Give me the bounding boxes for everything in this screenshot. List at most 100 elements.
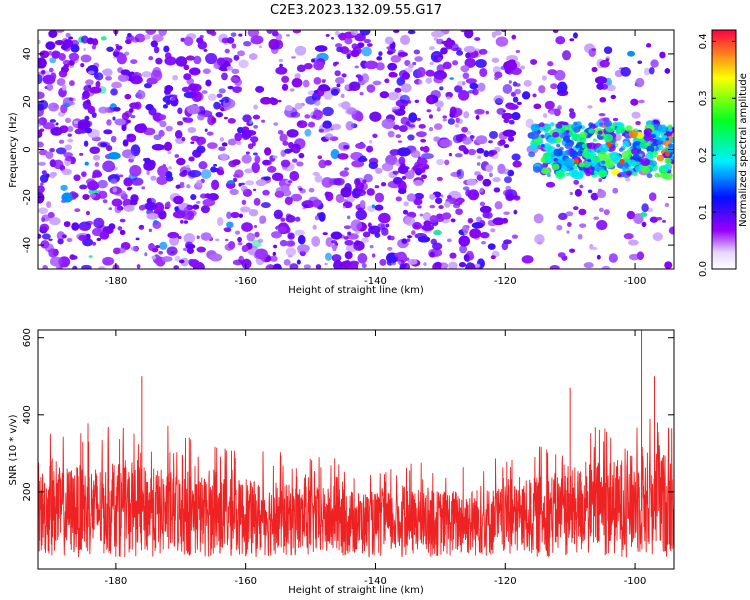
spectrogram-blob [361, 263, 367, 269]
spectrogram-blob [325, 252, 332, 261]
spectrogram-blob [298, 187, 303, 191]
spectrogram-blob [461, 126, 468, 133]
spectrogram-blob [216, 169, 225, 176]
spectrogram-blob [257, 238, 264, 243]
spectrogram-blob [77, 119, 91, 131]
spectrogram-blob [145, 30, 157, 35]
spectrogram-blob [579, 223, 587, 228]
spectrogram-blob [231, 43, 237, 49]
spectrogram-blob [253, 124, 259, 129]
spectrogram-blob [224, 48, 230, 54]
spectrogram-blob [555, 36, 566, 45]
spectrogram-blob [330, 149, 340, 160]
spectrogram-blob [357, 75, 364, 82]
spectrogram-blob [429, 61, 434, 66]
spectrogram-blob [431, 96, 439, 103]
spectrogram-blob [288, 148, 293, 153]
spectrogram-blob [479, 67, 488, 77]
spectrogram-blob [463, 148, 469, 155]
spectrogram-blob [416, 67, 426, 78]
spectrogram-blob [258, 45, 262, 49]
spectrogram-hot-blob [582, 160, 592, 168]
spectrogram-blob [123, 204, 135, 212]
spectrogram-blob [476, 174, 484, 181]
spectrogram-blob [206, 131, 214, 136]
spectrogram-blob [144, 82, 152, 89]
spectrogram-blob [136, 264, 141, 269]
spectrogram-blob [469, 228, 482, 239]
spectrogram-blob [578, 208, 587, 216]
spectrogram-blob [652, 232, 663, 242]
spectrogram-blob [291, 143, 301, 154]
spectrogram-blob [397, 261, 402, 265]
spectrogram-blob [394, 87, 402, 93]
spectrogram-blob [251, 162, 260, 174]
spectrogram-hot-blob [656, 154, 665, 162]
spectrogram-blob [69, 52, 79, 62]
spectrogram-hot-blob [575, 144, 580, 149]
spectrogram-blob [296, 161, 304, 167]
spectrogram-hot-blob [664, 157, 672, 164]
spectrogram-blob [215, 111, 224, 118]
spectrogram-blob [292, 158, 298, 163]
spectrogram-blob [433, 136, 441, 142]
spectrogram-blob [437, 56, 443, 61]
spectrogram-hot-blob [640, 158, 650, 167]
y-tick-label: 600 [22, 328, 33, 347]
spectrogram-blob [163, 104, 168, 109]
spectrogram-blob [447, 195, 452, 199]
spectrogram-peak-spot [619, 158, 625, 164]
spectrogram-blob [384, 78, 390, 84]
spectrogram-blob [549, 110, 555, 115]
spectrogram-hot-blob [625, 170, 632, 176]
spectrogram-hot-blob [555, 123, 563, 129]
spectrogram-blob [244, 130, 257, 136]
spectrogram-blob [65, 32, 71, 38]
spectrogram-hot-blob [639, 141, 649, 150]
spectrogram-hot-blob [597, 151, 608, 160]
spectrogram-blob [70, 44, 80, 53]
spectrogram-blob [305, 95, 317, 105]
spectrogram-blob [397, 140, 403, 143]
spectrogram-blob [288, 180, 293, 184]
spectrogram-blob [322, 88, 334, 100]
spectrogram-blob [130, 199, 138, 206]
spectrogram-blob [420, 138, 427, 143]
spectrogram-blob [244, 168, 253, 174]
spectrogram-blob [361, 46, 372, 57]
spectrogram-blob [203, 49, 208, 52]
spectrogram-hot-blob [628, 130, 638, 139]
spectrogram-blob [610, 94, 616, 100]
spectrogram-blob [280, 159, 291, 168]
spectrogram-blob [162, 164, 166, 167]
spectrogram-blob [599, 97, 607, 103]
spectrogram-blob [38, 129, 43, 138]
spectrogram-blob [421, 224, 435, 231]
spectrogram-blob [512, 96, 519, 103]
spectrogram-blob [146, 213, 159, 220]
spectrogram-blob [425, 77, 433, 84]
spectrogram-blob [399, 264, 406, 269]
spectrogram-blob [103, 259, 111, 266]
spectrogram-blob [228, 241, 236, 250]
spectrogram-blob [403, 201, 409, 207]
spectrogram-blob [341, 101, 351, 110]
spectrogram-blob [164, 56, 177, 66]
spectrogram-blob [421, 152, 434, 160]
spectrogram-blob [387, 130, 395, 138]
spectrogram-blob [144, 33, 151, 40]
spectrogram-blob [70, 192, 79, 199]
spectrogram-hot-blob [633, 172, 638, 177]
spectrogram-blob [186, 77, 194, 85]
spectrogram-blob [166, 100, 171, 105]
spectrogram-hot-blob [529, 131, 540, 140]
spectrogram-blob [430, 238, 437, 245]
spectrogram-blob [152, 34, 164, 42]
spectrogram-blob [78, 234, 87, 242]
spectrogram-blob [40, 69, 46, 75]
spectrogram-blob [238, 59, 249, 69]
spectrogram-blob [331, 37, 334, 40]
spectrogram-blob [67, 138, 74, 143]
spectrogram-blob [197, 113, 205, 121]
spectrogram-blob [57, 238, 64, 245]
